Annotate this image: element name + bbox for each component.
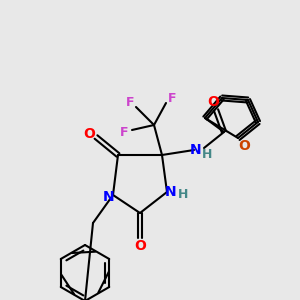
Text: N: N (165, 185, 177, 199)
Text: O: O (238, 139, 250, 153)
Text: F: F (168, 92, 176, 104)
Text: O: O (83, 127, 95, 141)
Text: O: O (207, 95, 219, 109)
Text: N: N (103, 190, 115, 204)
Text: F: F (120, 125, 128, 139)
Text: N: N (190, 143, 202, 157)
Text: O: O (134, 239, 146, 253)
Text: H: H (178, 188, 188, 202)
Text: F: F (126, 95, 134, 109)
Text: H: H (202, 148, 212, 160)
